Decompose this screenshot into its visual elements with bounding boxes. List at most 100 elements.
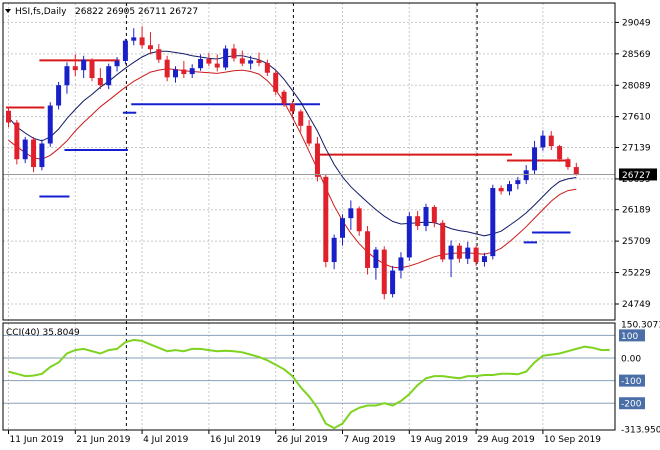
- candle-body: [298, 111, 304, 126]
- price-axis: 2904928569280892761027139266592618925709…: [615, 18, 657, 310]
- candle-body: [348, 208, 354, 219]
- candle-body: [31, 139, 37, 168]
- cci-level-badge: [619, 374, 645, 387]
- candle-body: [147, 45, 153, 50]
- cci-tick-label: 150.3071: [621, 321, 660, 331]
- candle-body: [97, 78, 103, 86]
- ohlc-values: 26822 26905 26711 26727: [75, 7, 198, 17]
- cci-tick-label: 100: [621, 332, 638, 342]
- candle-body: [415, 216, 421, 227]
- candle-body: [331, 237, 337, 263]
- price-tick-label: 29049: [622, 18, 651, 28]
- main-panel-frame: [2, 2, 616, 321]
- candle-body: [532, 147, 538, 171]
- candle-body: [448, 245, 454, 260]
- candle-body: [281, 91, 287, 104]
- cci-tick-label: -313.950: [621, 426, 660, 436]
- price-tick-label: 27139: [622, 143, 651, 153]
- candle-body: [114, 60, 120, 67]
- candle-body: [264, 62, 270, 73]
- candle-body: [56, 85, 62, 106]
- candle-body: [239, 58, 245, 64]
- price-tick-label: 27610: [622, 113, 651, 123]
- price-tick-label: 25709: [622, 237, 651, 247]
- candle-body: [14, 122, 20, 160]
- date-tick-label: 10 Sep 2019: [544, 435, 601, 445]
- candle-body: [173, 69, 178, 78]
- candle-body: [39, 143, 45, 168]
- candle-body: [406, 216, 412, 258]
- candle-body: [540, 135, 546, 148]
- candle-body: [390, 270, 396, 295]
- candle-body: [198, 59, 204, 69]
- date-tick-label: 21 Jun 2019: [76, 435, 130, 445]
- price-plot[interactable]: [3, 26, 615, 300]
- candle-body: [365, 231, 371, 268]
- fast-ma-line: [8, 50, 577, 237]
- candle-body: [214, 63, 220, 68]
- candle-body: [465, 247, 471, 259]
- candle-body: [423, 207, 429, 227]
- candle-body: [231, 48, 237, 59]
- date-tick-label: 4 Jul 2019: [143, 435, 188, 445]
- candle-body: [6, 110, 11, 123]
- date-tick-label: 11 Jun 2019: [10, 435, 64, 445]
- candle-body: [164, 59, 170, 78]
- candle-body: [314, 143, 320, 177]
- cci-label: CCI(40) 35.8049: [6, 328, 80, 338]
- price-tick-label: 26189: [622, 206, 651, 216]
- candle-body: [256, 60, 262, 63]
- candle-body: [81, 59, 87, 71]
- cci-line: [8, 338, 610, 430]
- chart-header: HSI,fs,Daily 26822 26905 26711 26727 CCI…: [5, 7, 198, 338]
- price-tick-label: 28569: [622, 50, 651, 60]
- cci-level-badge: [619, 397, 645, 410]
- candle-body: [565, 159, 571, 168]
- date-tick-label: 16 Jul 2019: [210, 435, 261, 445]
- candle-body: [289, 103, 295, 112]
- cci-plot[interactable]: [3, 334, 615, 430]
- candle-body: [122, 40, 128, 61]
- candle-body: [248, 60, 254, 64]
- candle-body: [548, 135, 554, 147]
- candle-body: [223, 48, 229, 68]
- candle-body: [431, 207, 437, 223]
- date-tick-label: 7 Aug 2019: [344, 435, 396, 445]
- candle-body: [515, 180, 521, 185]
- candle-body: [557, 146, 563, 160]
- date-tick-label: 26 Jul 2019: [277, 435, 328, 445]
- candle-body: [106, 66, 112, 86]
- cci-tick-label: 0.00: [621, 354, 641, 364]
- candle-body: [64, 66, 70, 86]
- candle-body: [523, 170, 529, 181]
- candle-body: [89, 59, 95, 79]
- cci-level-badge: [619, 329, 645, 342]
- candle-body: [156, 49, 162, 60]
- candle-body: [47, 105, 53, 144]
- slow-ma-line: [8, 68, 577, 269]
- candle-body: [22, 139, 28, 160]
- candle-body: [131, 37, 137, 41]
- price-tick-label: 24749: [622, 300, 651, 310]
- current-price-badge: [619, 168, 657, 181]
- candle-body: [206, 59, 212, 64]
- candle-body: [398, 257, 404, 271]
- candle-body: [340, 218, 345, 238]
- candle-body: [481, 256, 487, 263]
- grid-lines: [3, 3, 615, 430]
- candle-body: [72, 66, 78, 71]
- date-tick-label: 29 Aug 2019: [477, 435, 535, 445]
- candle-body: [189, 68, 195, 75]
- dropdown-triangle-icon[interactable]: [5, 9, 11, 13]
- price-tick-label: 28089: [622, 81, 651, 91]
- date-tick-label: 19 Aug 2019: [410, 435, 468, 445]
- candle-body: [473, 247, 479, 263]
- candle-body: [456, 245, 462, 259]
- date-axis: 11 Jun 2019 21 Jun 2019 4 Jul 2019 16 Jul 2…: [8, 430, 601, 445]
- candle-body: [381, 249, 387, 295]
- chart-frames: [2, 2, 616, 431]
- cci-tick-label: -200: [621, 400, 642, 410]
- candle-body: [139, 37, 145, 46]
